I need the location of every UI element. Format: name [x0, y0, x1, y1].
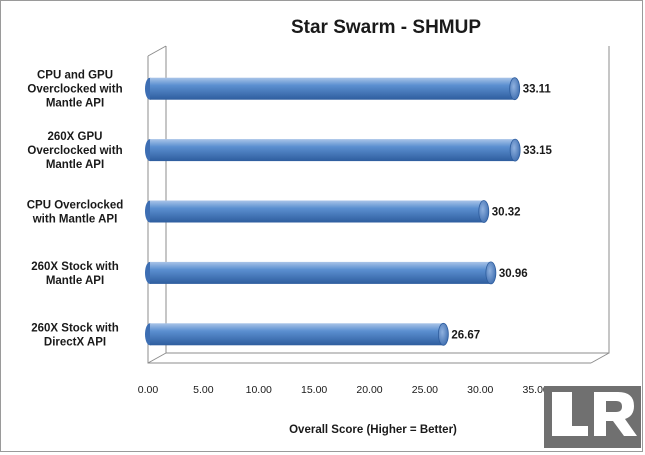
x-axis-title: Overall Score (Higher = Better) — [289, 424, 457, 436]
x-tick-label: 30.00 — [467, 384, 493, 396]
x-tick-label: 5.00 — [193, 384, 214, 396]
bar — [145, 200, 490, 223]
bar — [145, 77, 521, 101]
value-label: 30.96 — [499, 268, 528, 280]
chart-title: Star Swarm - SHMUP — [291, 17, 481, 38]
x-tick-label: 35.00 — [522, 384, 548, 396]
x-tick-labels: 0.005.0010.0015.0020.0025.0030.0035.0040… — [138, 384, 605, 396]
bars-group — [145, 77, 521, 346]
category-label: 260X Stock with Mantle API — [31, 261, 119, 287]
category-label: CPU Overclocked with Mantle API — [27, 200, 124, 226]
value-label: 30.32 — [492, 207, 521, 219]
x-tick-label: 25.00 — [412, 384, 438, 396]
category-labels: CPU and GPU Overclocked with Mantle API 260… — [27, 70, 124, 349]
value-label: 33.11 — [523, 84, 552, 96]
bar — [145, 322, 449, 346]
value-label: 26.67 — [451, 329, 480, 341]
value-labels: 33.11 33.15 30.32 30.96 26.67 — [451, 84, 552, 342]
category-label: 260X Stock with DirectX API — [31, 322, 119, 348]
x-tick-label: 0.00 — [138, 384, 159, 396]
x-tick-label: 20.00 — [356, 384, 382, 396]
brand-logo — [544, 386, 641, 448]
bar — [145, 138, 521, 162]
x-tick-label: 15.00 — [301, 384, 327, 396]
value-label: 33.15 — [523, 145, 552, 157]
bar — [145, 261, 497, 285]
x-tick-label: 10.00 — [246, 384, 272, 396]
category-label: 260X GPU Overclocked with Mantle API — [27, 131, 122, 171]
category-label: CPU and GPU Overclocked with Mantle API — [27, 70, 122, 110]
